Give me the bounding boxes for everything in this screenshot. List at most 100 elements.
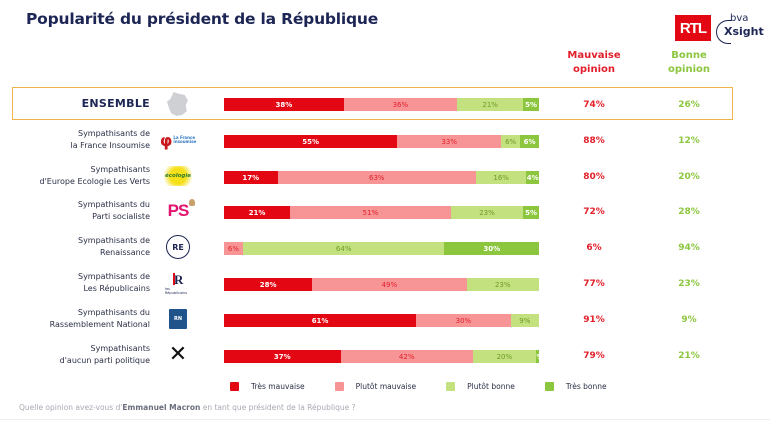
column-header-bad-opinion: Mauvaise opinion — [554, 49, 634, 77]
good-opinion-value: 28% — [678, 207, 700, 217]
row-label-line1: Sympathisants — [90, 344, 150, 353]
bar-segment-plutot-bonne: 9% — [510, 314, 539, 327]
bad-opinion-value: 74% — [583, 100, 605, 110]
stacked-bar: 17% 63% 16% 4% — [224, 171, 539, 184]
column-header-good-line1: Bonne — [671, 50, 707, 61]
good-opinion-value: 20% — [678, 172, 700, 182]
bar-segment-tres-bonne: 30% — [444, 242, 539, 255]
legend-swatch — [446, 382, 456, 391]
bar-segment-plutot-bonne: 6% — [501, 135, 521, 148]
bad-opinion-value: 80% — [583, 172, 605, 182]
legend-swatch — [544, 382, 554, 391]
page-title: Popularité du président de la République — [26, 10, 379, 28]
cross-logo-icon: ✕ — [160, 341, 196, 369]
row-label-line1: Sympathisants de — [77, 129, 150, 138]
ps-logo-icon: PS — [160, 197, 196, 225]
stacked-bar: 6% 64% 30% — [224, 242, 539, 255]
good-opinion-value: 94% — [678, 243, 700, 253]
rose-icon — [189, 199, 196, 206]
bad-opinion-value: 72% — [583, 207, 605, 217]
rn-logo-icon: RN — [160, 305, 196, 333]
good-opinion-value: 12% — [678, 136, 700, 146]
row-label-line1: Sympathisants de — [77, 272, 150, 281]
bar-segment-plutot-bonne: 23% — [450, 206, 524, 219]
bar-segment-tres-bonne: 4% — [526, 171, 539, 184]
row-label: ENSEMBLE — [0, 98, 150, 110]
lfi-logo-icon: φ La France insoumise — [160, 126, 196, 154]
re-icon: RE — [166, 235, 190, 259]
row-label: Sympathisants d'Europe Ecologie Les Verts — [0, 164, 151, 188]
re-logo-icon: RE — [160, 233, 196, 261]
bar-segment-plutot-bonne: 20% — [472, 350, 536, 363]
eelv-logo-icon: écologie — [160, 162, 196, 190]
row-label-line1: Sympathisants du — [77, 308, 150, 317]
row-label-line2: d'Europe Ecologie Les Verts — [39, 177, 151, 186]
row-label: Sympathisants de Renaissance — [0, 235, 150, 259]
chart-row: Sympathisants de la France Insoumise φ La F… — [0, 123, 770, 159]
chart-row: Sympathisants d'aucun parti politique ✕ 37%… — [0, 338, 770, 374]
bar-segment-tres-bonne: 6% — [520, 135, 539, 148]
legend-item-plutot-mauvaise: Plutôt mauvaise — [334, 382, 417, 391]
column-header-good-line2: opinion — [668, 64, 710, 75]
bar-segment-tres-mauvaise: 28% — [224, 278, 313, 291]
bva-xsight-logo: bva Xsight — [716, 13, 766, 44]
bar-segment-plutot-mauvaise: 36% — [343, 98, 458, 111]
row-label-line2: Parti socialiste — [92, 212, 150, 221]
legend-label: Plutôt bonne — [467, 382, 515, 391]
question-footnote: Quelle opinion avez-vous d'Emmanuel Macr… — [19, 403, 356, 412]
stacked-bar: 38% 36% 21% 5% — [224, 98, 539, 111]
bottom-divider — [0, 419, 770, 420]
chart-row: ENSEMBLE 38% 36% 21% 5% 74% 26% — [0, 87, 770, 123]
france-map-logo-icon — [160, 90, 196, 118]
bar-segment-tres-mauvaise: 37% — [224, 350, 341, 363]
bar-segment-plutot-mauvaise: 30% — [416, 314, 511, 327]
row-label-line1: Sympathisants du — [77, 200, 150, 209]
legend-item-tres-mauvaise: Très mauvaise — [230, 382, 305, 391]
row-label-line1: ENSEMBLE — [81, 97, 150, 110]
good-opinion-value: 21% — [678, 351, 700, 361]
legend-label: Plutôt mauvaise — [355, 382, 417, 391]
lr-logo-text: les Républicains — [165, 287, 188, 295]
row-label-line2: Renaissance — [100, 248, 150, 257]
chart-row: Sympathisants de Renaissance RE 6% 64% 30% 6% 9… — [0, 230, 770, 266]
row-label: Sympathisants de la France Insoumise — [0, 128, 150, 152]
good-opinion-value: 9% — [681, 315, 697, 325]
row-label: Sympathisants d'aucun parti politique — [0, 343, 150, 367]
row-label: Sympathisants de Les Républicains — [0, 271, 150, 295]
row-label-line1: Sympathisants — [90, 165, 150, 174]
bar-segment-plutot-mauvaise: 42% — [340, 350, 473, 363]
footnote-text-bold: Emmanuel Macron — [122, 403, 201, 412]
stacked-bar: 37%42%20%1% — [224, 350, 539, 363]
bad-opinion-value: 79% — [583, 351, 605, 361]
eelv-icon: écologie — [161, 166, 195, 186]
ps-icon: PS — [168, 199, 196, 221]
bad-opinion-value: 6% — [586, 243, 602, 253]
lfi-icon: φ La France insoumise — [160, 131, 196, 150]
bar-segment-plutot-bonne: 21% — [457, 98, 524, 111]
bar-segment-tres-mauvaise: 38% — [224, 98, 344, 111]
bar-segment-tres-mauvaise: 21% — [224, 206, 291, 219]
footnote-text-before: Quelle opinion avez-vous d' — [19, 403, 123, 412]
xsight-text: Xsight — [724, 25, 764, 38]
cross-icon: ✕ — [168, 342, 188, 367]
bar-segment-tres-bonne: 1% — [535, 350, 539, 363]
bad-opinion-value: 88% — [583, 136, 605, 146]
legend-swatch — [334, 382, 344, 391]
bva-text: bva — [730, 13, 749, 24]
bar-segment-tres-mauvaise: 17% — [224, 171, 278, 184]
footnote-text-after: en tant que président de la République ? — [200, 403, 356, 412]
chart-row: Sympathisants d'Europe Ecologie Les Verts… — [0, 159, 770, 195]
rtl-logo: RTL — [675, 15, 711, 41]
row-label-line2: la France Insoumise — [70, 141, 150, 150]
bad-opinion-value: 77% — [583, 279, 605, 289]
chart-row: Sympathisants du Rassemblement National RN… — [0, 302, 770, 338]
bar-segment-plutot-mauvaise: 63% — [277, 171, 476, 184]
column-header-bad-line2: opinion — [573, 64, 615, 75]
rn-icon: RN — [169, 309, 187, 329]
bar-segment-tres-bonne: 5% — [523, 98, 539, 111]
phi-glyph: φ — [159, 130, 173, 150]
row-label-line2: Les Républicains — [83, 284, 150, 293]
bar-segment-plutot-bonne: 64% — [242, 242, 445, 255]
